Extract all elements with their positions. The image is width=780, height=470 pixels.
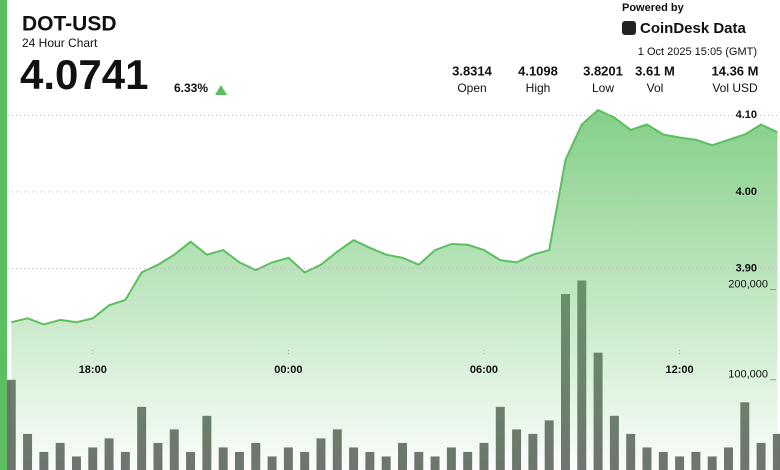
volume-bar [6, 379, 16, 470]
y-tick-label: 4.00 [736, 186, 757, 198]
chart-title: DOT-USD [22, 13, 117, 36]
timestamp: 1 Oct 2025 15:05 (GMT) [638, 46, 757, 58]
stat-label: Low [592, 81, 614, 95]
change: 6.33% [174, 81, 208, 95]
brand: CoinDesk Data [640, 20, 747, 37]
stat-label: Vol [647, 81, 664, 95]
accent-bar [0, 0, 7, 470]
powered-by: Powered by [622, 2, 685, 14]
stat-value: 3.8314 [452, 63, 493, 78]
price-area [11, 110, 778, 470]
stat-value: 3.8201 [583, 63, 623, 78]
x-tick-label: 06:00 [470, 364, 498, 376]
stat-value: 4.1098 [518, 63, 558, 78]
x-tick-label: 00:00 [274, 364, 302, 376]
y-tick-label: 3.90 [736, 262, 757, 274]
price-line [11, 108, 778, 326]
y2-tick-label: 100,000 [728, 369, 768, 381]
price: 4.0741 [20, 51, 148, 98]
x-tick-label: 18:00 [79, 364, 107, 376]
brand-icon [622, 21, 636, 35]
x-tick-label: 12:00 [666, 364, 694, 376]
stat-label: High [526, 81, 551, 95]
y2-tick-label: 200,000 [728, 278, 768, 290]
up-arrow [215, 85, 227, 95]
stat-value: 3.61 M [635, 63, 675, 78]
stat-label: Vol USD [712, 81, 758, 95]
stat-label: Open [457, 81, 486, 95]
y-tick-label: 4.10 [736, 109, 757, 121]
stat-value: 14.36 M [712, 63, 759, 78]
chart-subtitle: 24 Hour Chart [22, 36, 98, 50]
